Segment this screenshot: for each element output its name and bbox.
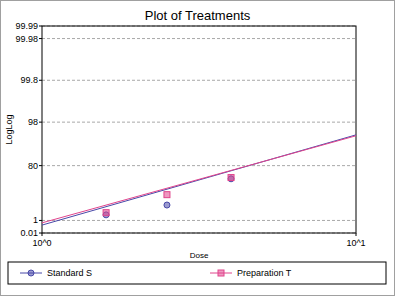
chart: Plot of Treatments 0.01 1 80 98 99.8 99.98 99.9… xyxy=(0,0,395,296)
title: Plot of Treatments xyxy=(145,8,251,23)
fit-line xyxy=(42,135,356,225)
legend-label: Preparation T xyxy=(237,268,292,278)
fit-line xyxy=(42,136,356,223)
y-tick-label: 99.8 xyxy=(20,75,38,85)
grid-line xyxy=(42,165,356,166)
legend: Standard S Preparation T xyxy=(8,262,386,284)
legend-box xyxy=(8,262,386,284)
y-tick-label: 99.98 xyxy=(15,34,38,44)
plot-area xyxy=(42,26,356,233)
y-tick-label: 99.99 xyxy=(15,21,38,31)
x-axis-label: Dose xyxy=(190,251,209,260)
data-point xyxy=(164,192,170,198)
data-point xyxy=(103,210,109,216)
data-point xyxy=(164,202,170,208)
background xyxy=(1,1,395,296)
grid-line xyxy=(42,220,356,221)
data-point xyxy=(228,175,234,181)
plot-frame xyxy=(42,26,356,233)
y-axis-label: LogLog xyxy=(4,114,14,144)
legend-marker xyxy=(218,270,224,276)
y-tick-label: 98 xyxy=(28,117,38,127)
x-tick-label: 10^0 xyxy=(32,238,51,248)
grid-line xyxy=(42,80,356,81)
x-tick-label: 10^1 xyxy=(346,238,365,248)
legend-label: Standard S xyxy=(47,268,92,278)
y-tick-label: 0.01 xyxy=(20,228,38,238)
y-tick-label: 1 xyxy=(33,215,38,225)
y-tick-label: 80 xyxy=(28,161,38,171)
legend-marker xyxy=(28,270,34,276)
plot-marks xyxy=(42,135,356,225)
grid-line xyxy=(42,122,356,123)
grid-line xyxy=(42,38,356,39)
